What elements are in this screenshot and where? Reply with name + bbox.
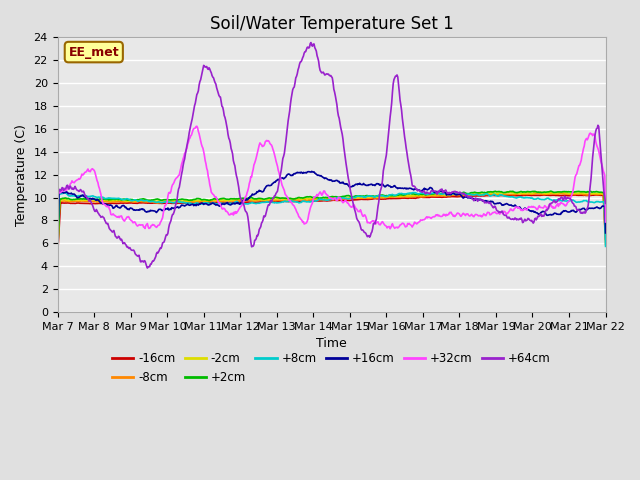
+32cm [431, 214, 439, 219]
-8cm [602, 242, 609, 248]
Line: +8cm: +8cm [58, 192, 605, 246]
Line: +64cm: +64cm [58, 43, 605, 268]
+8cm [376, 193, 384, 199]
-16cm [198, 200, 205, 206]
Line: -2cm: -2cm [58, 192, 605, 256]
-8cm [431, 193, 438, 199]
-16cm [376, 196, 384, 202]
+64cm [378, 183, 386, 189]
+64cm [432, 189, 440, 194]
+16cm [552, 211, 560, 216]
+2cm [198, 197, 205, 203]
+64cm [143, 265, 151, 271]
+8cm [431, 190, 439, 195]
-8cm [54, 246, 61, 252]
+32cm [377, 221, 385, 227]
Line: +2cm: +2cm [58, 191, 605, 255]
+8cm [174, 199, 182, 204]
-2cm [506, 189, 513, 195]
+64cm [54, 250, 61, 255]
+2cm [547, 188, 555, 194]
+16cm [431, 190, 439, 195]
+32cm [324, 192, 332, 198]
-16cm [552, 192, 559, 198]
+8cm [410, 190, 417, 195]
+8cm [323, 197, 331, 203]
+2cm [54, 252, 61, 258]
+64cm [307, 40, 315, 46]
Y-axis label: Temperature (C): Temperature (C) [15, 124, 28, 226]
+2cm [376, 192, 384, 198]
+2cm [552, 189, 560, 195]
+8cm [602, 243, 609, 249]
-16cm [592, 192, 600, 198]
-16cm [323, 198, 331, 204]
+8cm [552, 197, 560, 203]
+8cm [54, 239, 61, 244]
+32cm [174, 174, 182, 180]
Line: +16cm: +16cm [58, 171, 605, 252]
+2cm [323, 195, 331, 201]
+32cm [54, 228, 61, 234]
+16cm [198, 200, 205, 206]
+2cm [431, 191, 438, 196]
+64cm [175, 186, 182, 192]
Line: +32cm: +32cm [58, 126, 605, 231]
-2cm [198, 197, 205, 203]
-8cm [323, 197, 331, 203]
-16cm [602, 236, 609, 242]
-16cm [174, 200, 182, 206]
-8cm [552, 191, 560, 197]
-16cm [54, 254, 61, 260]
+8cm [198, 201, 205, 207]
-8cm [533, 191, 541, 196]
-2cm [431, 192, 438, 198]
Text: EE_met: EE_met [68, 46, 119, 59]
+32cm [193, 123, 201, 129]
+16cm [174, 204, 182, 210]
Legend: -16cm, -8cm, -2cm, +2cm, +8cm, +16cm, +32cm, +64cm: -16cm, -8cm, -2cm, +2cm, +8cm, +16cm, +3… [108, 347, 556, 388]
-2cm [174, 198, 182, 204]
Title: Soil/Water Temperature Set 1: Soil/Water Temperature Set 1 [210, 15, 453, 33]
-2cm [602, 230, 609, 236]
+16cm [308, 168, 316, 174]
-8cm [198, 199, 205, 205]
+2cm [174, 197, 182, 203]
+2cm [602, 229, 609, 235]
+16cm [377, 181, 385, 187]
-2cm [323, 196, 331, 202]
-2cm [54, 253, 61, 259]
-8cm [376, 195, 384, 201]
+16cm [324, 177, 332, 182]
-8cm [174, 199, 182, 205]
-2cm [376, 194, 384, 200]
+16cm [54, 249, 61, 255]
+64cm [602, 201, 609, 206]
-16cm [431, 194, 438, 200]
X-axis label: Time: Time [316, 337, 347, 350]
+16cm [602, 230, 609, 236]
+64cm [324, 71, 332, 77]
Line: -8cm: -8cm [58, 193, 605, 249]
+32cm [602, 219, 609, 225]
+64cm [198, 70, 206, 75]
+32cm [552, 203, 560, 209]
Line: -16cm: -16cm [58, 195, 605, 257]
-2cm [552, 190, 560, 196]
+64cm [553, 199, 561, 204]
+32cm [198, 144, 206, 149]
